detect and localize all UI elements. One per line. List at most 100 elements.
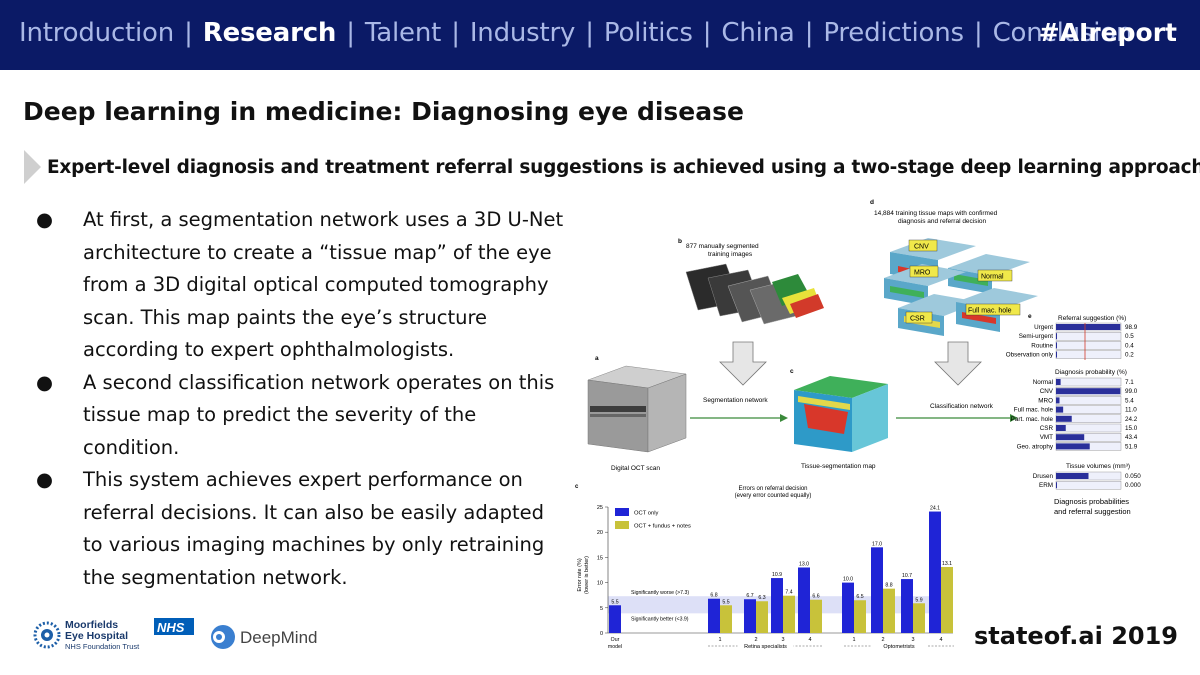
row-track	[1055, 396, 1122, 405]
bar-value-label: 6.7	[746, 593, 753, 599]
bar-value-label: 13.1	[942, 561, 952, 567]
group-label: Optometrists	[883, 644, 914, 650]
row-bar	[1056, 473, 1089, 479]
svg-text:MRO: MRO	[914, 270, 931, 277]
row-track	[1055, 350, 1122, 359]
group-label-bg	[871, 642, 927, 650]
nav-separator: |	[176, 18, 201, 48]
panel-d-letter: d	[870, 199, 874, 206]
moorfields-name: Eye Hospital	[65, 630, 128, 642]
row-track	[1055, 481, 1122, 490]
nav-item-china[interactable]: China	[721, 18, 795, 48]
bar	[798, 567, 810, 633]
slide-title: Deep learning in medicine: Diagnosing ey…	[23, 97, 744, 126]
band-upper-label: Significantly worse (>7.3)	[631, 590, 689, 596]
bar-value-label: 10.7	[902, 573, 912, 579]
row-track	[1055, 331, 1122, 341]
bar	[842, 582, 854, 633]
bullet-item: ● At first, a segmentation network uses …	[36, 204, 566, 367]
row-value: 15.0	[1125, 425, 1138, 432]
bar	[913, 603, 925, 633]
row-track	[1055, 377, 1122, 387]
nav-item-research[interactable]: Research	[202, 18, 337, 48]
bar-value-label: 5.5	[722, 599, 729, 605]
slide-subtitle: Expert-level diagnosis and treatment ref…	[47, 157, 1200, 178]
bar-value-label: 6.5	[856, 594, 863, 600]
x-tick-label: 4	[939, 637, 942, 643]
chart-subtitle: (every error counted equally)	[735, 493, 812, 499]
brand-footer: stateof.ai 2019	[973, 622, 1178, 650]
group-label-bg	[737, 642, 794, 650]
row-label: ERM	[1039, 482, 1053, 489]
y-axis-label: Error rate (%)	[577, 558, 583, 591]
moorfields-name: Moorfields	[65, 619, 118, 631]
bullet-item: ● A second classification network operat…	[36, 367, 566, 465]
nav-item-politics[interactable]: Politics	[603, 18, 693, 48]
row-bar	[1056, 388, 1121, 395]
bar-value-label: 5.9	[915, 597, 922, 603]
panel-c-letter: c	[790, 368, 794, 375]
arrow-head-icon	[780, 414, 788, 422]
referral-panel: e Referral suggestion (%) Diagnosis prob…	[1006, 313, 1142, 516]
panel-b-letter: b	[678, 238, 682, 245]
bar-value-label: 6.6	[812, 594, 819, 600]
bullet-text: A second classification network operates…	[83, 370, 555, 459]
nav-item-industry[interactable]: Industry	[469, 18, 576, 48]
referral-header: Referral suggestion (%)	[1058, 315, 1126, 322]
y-tick-label: 10	[597, 581, 603, 587]
group-label: Retina specialists	[744, 644, 787, 650]
deepmind-name: DeepMind	[240, 628, 318, 647]
top-nav-bar: Introduction | Research | Talent | Indus…	[0, 0, 1200, 70]
nav-item-talent[interactable]: Talent	[364, 18, 442, 48]
bar	[744, 599, 756, 633]
svg-text:CSR: CSR	[910, 316, 925, 323]
error-rate-chart: c Errors on referral decision(every error…	[575, 484, 954, 650]
subtitle-arrow-icon	[24, 150, 41, 184]
bar-value-label: 5.5	[611, 599, 618, 605]
panel-a-caption: Digital OCT scan	[611, 465, 660, 472]
diagnosis-label-cnv: CNV	[908, 239, 938, 252]
nav-separator: |	[796, 18, 822, 48]
y-tick-label: 0	[600, 631, 603, 637]
nav-item-conclusion[interactable]: Conclusion	[992, 18, 1133, 48]
band-lower-label: Significantly better (<3.9)	[631, 616, 689, 622]
panel-e-letter: e	[1028, 313, 1032, 320]
panel-e-footer: and referral suggestion	[1054, 507, 1131, 516]
figure-svg: b 877 manually segmented training images…	[575, 199, 1142, 650]
row-bar	[1056, 415, 1072, 422]
diagnosis-label-mro: MRO	[909, 265, 939, 278]
bar	[756, 601, 768, 633]
row-value: 5.4	[1125, 397, 1134, 404]
row-bar	[1056, 397, 1060, 404]
y-tick-label: 25	[597, 505, 603, 511]
panel-a-letter: a	[595, 355, 599, 362]
panel-e-footer: Diagnosis probabilities	[1054, 497, 1129, 506]
legend-swatch	[615, 508, 629, 516]
down-arrow-icon	[719, 341, 767, 386]
panel-c-caption: Tissue-segmentation map	[801, 463, 876, 470]
nav-separator: |	[338, 18, 363, 48]
bullet-text: This system achieves expert performance …	[83, 468, 545, 589]
classification-network-label: Classification network	[930, 403, 994, 410]
row-track	[1055, 341, 1122, 350]
nav-item-predictions[interactable]: Predictions	[823, 18, 964, 48]
y-tick-label: 5	[600, 606, 603, 612]
bar	[708, 598, 720, 633]
bar	[810, 599, 822, 633]
bullet-icon: ●	[36, 468, 54, 491]
row-label: Semi-urgent	[1019, 333, 1054, 340]
panel-d-text: 14,884 training tissue maps with confirm…	[874, 210, 998, 217]
row-value: 7.1	[1125, 379, 1134, 386]
arrow-head-icon	[1010, 414, 1018, 422]
row-bar	[1056, 482, 1057, 489]
nav-separator: |	[577, 18, 602, 48]
diagnosis-label-csr: CSR	[905, 311, 933, 324]
row-label: Observation only	[1006, 352, 1054, 359]
legend-label: OCT only	[634, 511, 658, 517]
row-value: 0.2	[1125, 352, 1134, 359]
bullet-icon: ●	[36, 370, 54, 394]
nav-item-introduction[interactable]: Introduction	[19, 18, 175, 48]
row-label: Urgent	[1034, 324, 1053, 331]
bullet-icon: ●	[36, 208, 54, 231]
row-value: 11.0	[1125, 407, 1137, 414]
